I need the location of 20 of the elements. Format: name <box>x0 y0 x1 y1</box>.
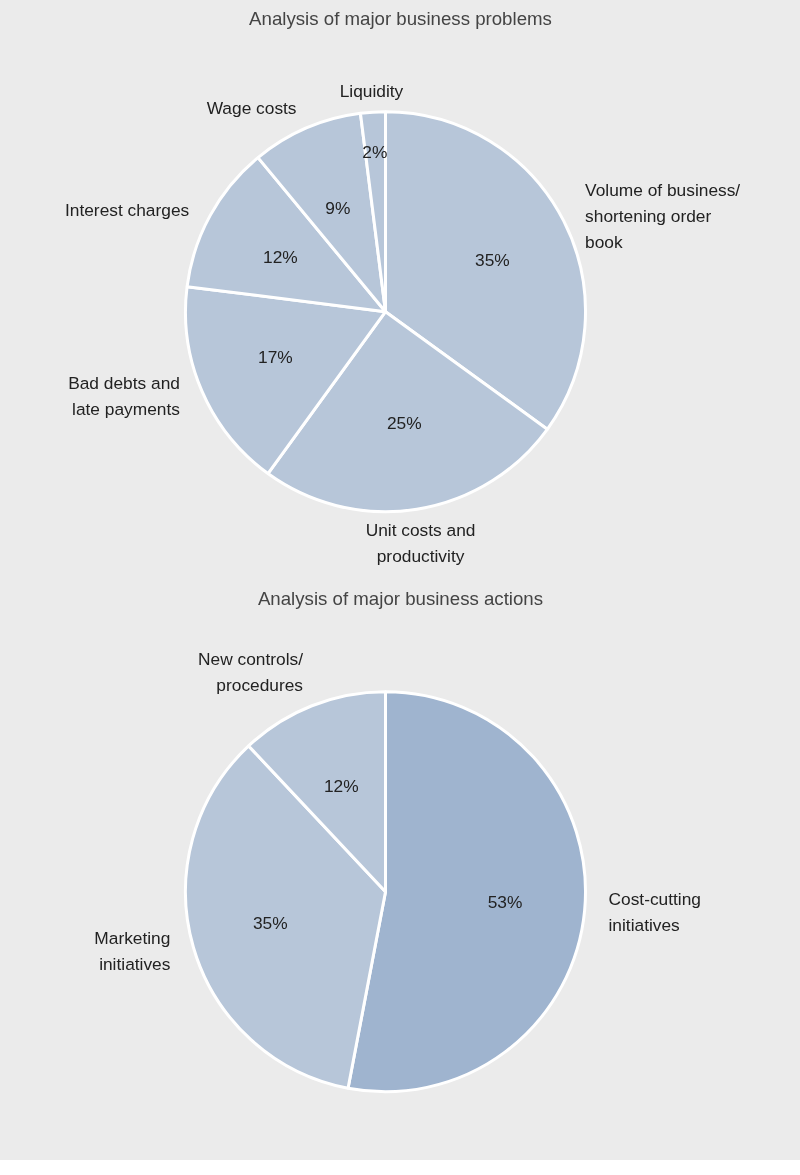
data-label: 53% <box>487 892 523 913</box>
slice-label: Bad debts and late payments <box>68 372 181 419</box>
data-label: 35% <box>475 250 510 271</box>
slice-label: Liquidity <box>339 80 404 101</box>
data-label: 2% <box>362 141 388 162</box>
data-label: 12% <box>263 247 298 268</box>
data-label: 25% <box>386 413 422 434</box>
data-label: 9% <box>325 197 351 218</box>
slice-label: New controls/ procedures <box>198 649 304 696</box>
data-label: 35% <box>252 913 288 934</box>
slice-label: Unit costs and productivity <box>365 520 476 567</box>
slice-label: Marketing initiatives <box>94 927 171 974</box>
slice-label: Interest charges <box>64 199 190 220</box>
chart-title: Analysis of major business problems <box>249 7 552 29</box>
data-label: 17% <box>258 346 293 367</box>
slice-label: Volume of business/ shortening order book <box>585 179 741 252</box>
data-label: 12% <box>323 776 359 797</box>
chart-title: Analysis of major business actions <box>257 587 544 609</box>
slice-label: Cost-cutting initiatives <box>608 888 701 935</box>
slice-label: Wage costs <box>206 97 297 118</box>
